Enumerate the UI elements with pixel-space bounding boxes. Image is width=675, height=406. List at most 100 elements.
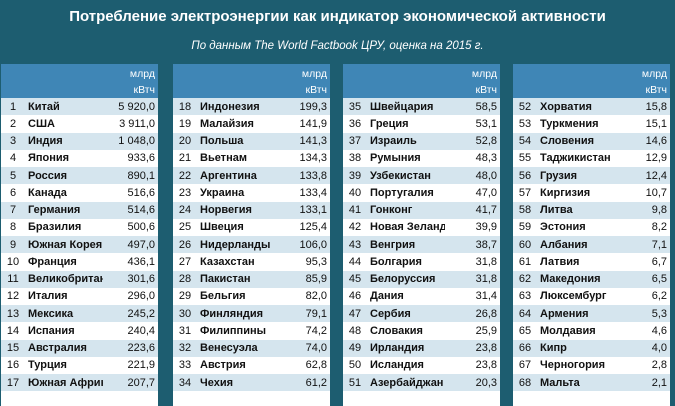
country-cell: США xyxy=(28,117,55,130)
table-row: 43 Венгрия 38,7 xyxy=(343,236,500,254)
country-cell: Мексика xyxy=(28,307,74,320)
country-cell: Южная Африка xyxy=(28,376,103,389)
rank-cell: 28 xyxy=(178,273,192,286)
table-row: 13 Мексика 245,2 xyxy=(1,305,158,323)
table-row: 48 Словакия 25,9 xyxy=(343,322,500,340)
table-row: 36 Греция 53,1 xyxy=(343,115,500,133)
table-row: 66 Кипр 4,0 xyxy=(513,339,670,357)
table-row: 49 Ирландия 23,8 xyxy=(343,339,500,357)
table-row: 1 Китай 5 920,0 xyxy=(1,98,158,116)
page-subtitle: По данным The World Factbook ЦРУ, оценка… xyxy=(191,40,484,52)
table-row: 67 Черногория 2,8 xyxy=(513,356,670,374)
rank-cell: 24 xyxy=(178,204,192,217)
rank-cell: 37 xyxy=(348,135,362,148)
table-row: 27 Казахстан 95,3 xyxy=(173,253,330,271)
value-cell: 62,8 xyxy=(305,359,327,372)
rank-cell: 21 xyxy=(178,152,192,165)
value-cell: 12,9 xyxy=(645,152,667,165)
country-cell: Польша xyxy=(200,135,244,148)
country-cell: Австралия xyxy=(28,342,87,355)
value-cell: 436,1 xyxy=(127,255,155,268)
rank-cell: 44 xyxy=(348,255,362,268)
value-cell: 6,2 xyxy=(651,290,667,303)
rank-cell: 32 xyxy=(178,342,192,355)
value-cell: 207,7 xyxy=(127,376,155,389)
country-cell: Узбекистан xyxy=(370,169,431,182)
table-row: 65 Молдавия 4,6 xyxy=(513,322,670,340)
country-cell: Таджикистан xyxy=(540,152,611,165)
table-row: 22 Аргентина 133,8 xyxy=(173,167,330,185)
rank-cell: 54 xyxy=(518,135,532,148)
table-row: 44 Болгария 31,8 xyxy=(343,253,500,271)
value-cell: 5,3 xyxy=(651,307,667,320)
table-body: 1 Китай 5 920,0 2 США 3 911,0 3 Индия 1 048,0 4 Яп… xyxy=(1,98,158,392)
value-cell: 7,1 xyxy=(651,238,667,251)
value-cell: 134,3 xyxy=(299,152,327,165)
table-row: 61 Латвия 6,7 xyxy=(513,253,670,271)
rank-cell: 15 xyxy=(6,342,20,355)
table-row: 5 Россия 890,1 xyxy=(1,167,158,185)
rank-cell: 59 xyxy=(518,221,532,234)
rank-cell: 12 xyxy=(6,290,20,303)
country-cell: Норвегия xyxy=(200,204,252,217)
rank-cell: 27 xyxy=(178,255,192,268)
rank-cell: 16 xyxy=(6,359,20,372)
country-cell: Туркмения xyxy=(540,117,599,130)
rank-cell: 19 xyxy=(178,117,192,130)
country-cell: Венесуэла xyxy=(200,342,258,355)
value-cell: 2,1 xyxy=(651,376,667,389)
column-header: млрд кВтч xyxy=(513,64,670,98)
table-row: 26 Нидерланды 106,0 xyxy=(173,236,330,254)
country-cell: Индонезия xyxy=(200,100,260,113)
country-cell: Китай xyxy=(28,100,60,113)
rank-cell: 46 xyxy=(348,290,362,303)
table-row: 18 Индонезия 199,3 xyxy=(173,98,330,116)
table-row: 7 Германия 514,6 xyxy=(1,201,158,219)
rank-cell: 14 xyxy=(6,324,20,337)
value-cell: 296,0 xyxy=(127,290,155,303)
table-row: 2 США 3 911,0 xyxy=(1,115,158,133)
country-cell: Румыния xyxy=(370,152,421,165)
value-cell: 53,1 xyxy=(475,117,497,130)
value-cell: 4,6 xyxy=(651,324,667,337)
rank-cell: 64 xyxy=(518,307,532,320)
value-cell: 933,6 xyxy=(127,152,155,165)
value-cell: 38,7 xyxy=(475,238,497,251)
rank-cell: 4 xyxy=(9,152,17,165)
country-cell: Словения xyxy=(540,135,595,148)
country-cell: Киргизия xyxy=(540,186,591,199)
country-cell: Украина xyxy=(200,186,245,199)
rank-cell: 23 xyxy=(178,186,192,199)
country-cell: Хорватия xyxy=(540,100,592,113)
value-cell: 240,4 xyxy=(127,324,155,337)
rank-cell: 48 xyxy=(348,324,362,337)
table-row: 20 Польша 141,3 xyxy=(173,132,330,150)
country-cell: Эстония xyxy=(540,221,586,234)
country-cell: Россия xyxy=(28,169,68,182)
table-row: 17 Южная Африка 207,7 xyxy=(1,374,158,392)
table-row: 30 Финляндия 79,1 xyxy=(173,305,330,323)
table-row: 38 Румыния 48,3 xyxy=(343,149,500,167)
table-row: 41 Гонконг 41,7 xyxy=(343,201,500,219)
value-cell: 514,6 xyxy=(127,204,155,217)
value-cell: 14,6 xyxy=(645,135,667,148)
table-row: 53 Туркмения 15,1 xyxy=(513,115,670,133)
value-cell: 125,4 xyxy=(299,221,327,234)
value-cell: 20,3 xyxy=(475,376,497,389)
rank-cell: 31 xyxy=(178,324,192,337)
value-cell: 31,8 xyxy=(475,273,497,286)
unit-label-line2: кВтч xyxy=(305,84,327,96)
value-cell: 74,2 xyxy=(305,324,327,337)
table-row: 25 Швеция 125,4 xyxy=(173,218,330,236)
value-cell: 23,8 xyxy=(475,359,497,372)
rank-cell: 6 xyxy=(9,186,17,199)
value-cell: 106,0 xyxy=(299,238,327,251)
country-cell: Азербайджан xyxy=(370,376,444,389)
table-row: 46 Дания 31,4 xyxy=(343,287,500,305)
rank-cell: 52 xyxy=(518,100,532,113)
table-row: 40 Португалия 47,0 xyxy=(343,184,500,202)
rank-cell: 34 xyxy=(178,376,192,389)
table-row: 47 Сербия 26,8 xyxy=(343,305,500,323)
table-row: 9 Южная Корея 497,0 xyxy=(1,236,158,254)
value-cell: 4,0 xyxy=(651,342,667,355)
